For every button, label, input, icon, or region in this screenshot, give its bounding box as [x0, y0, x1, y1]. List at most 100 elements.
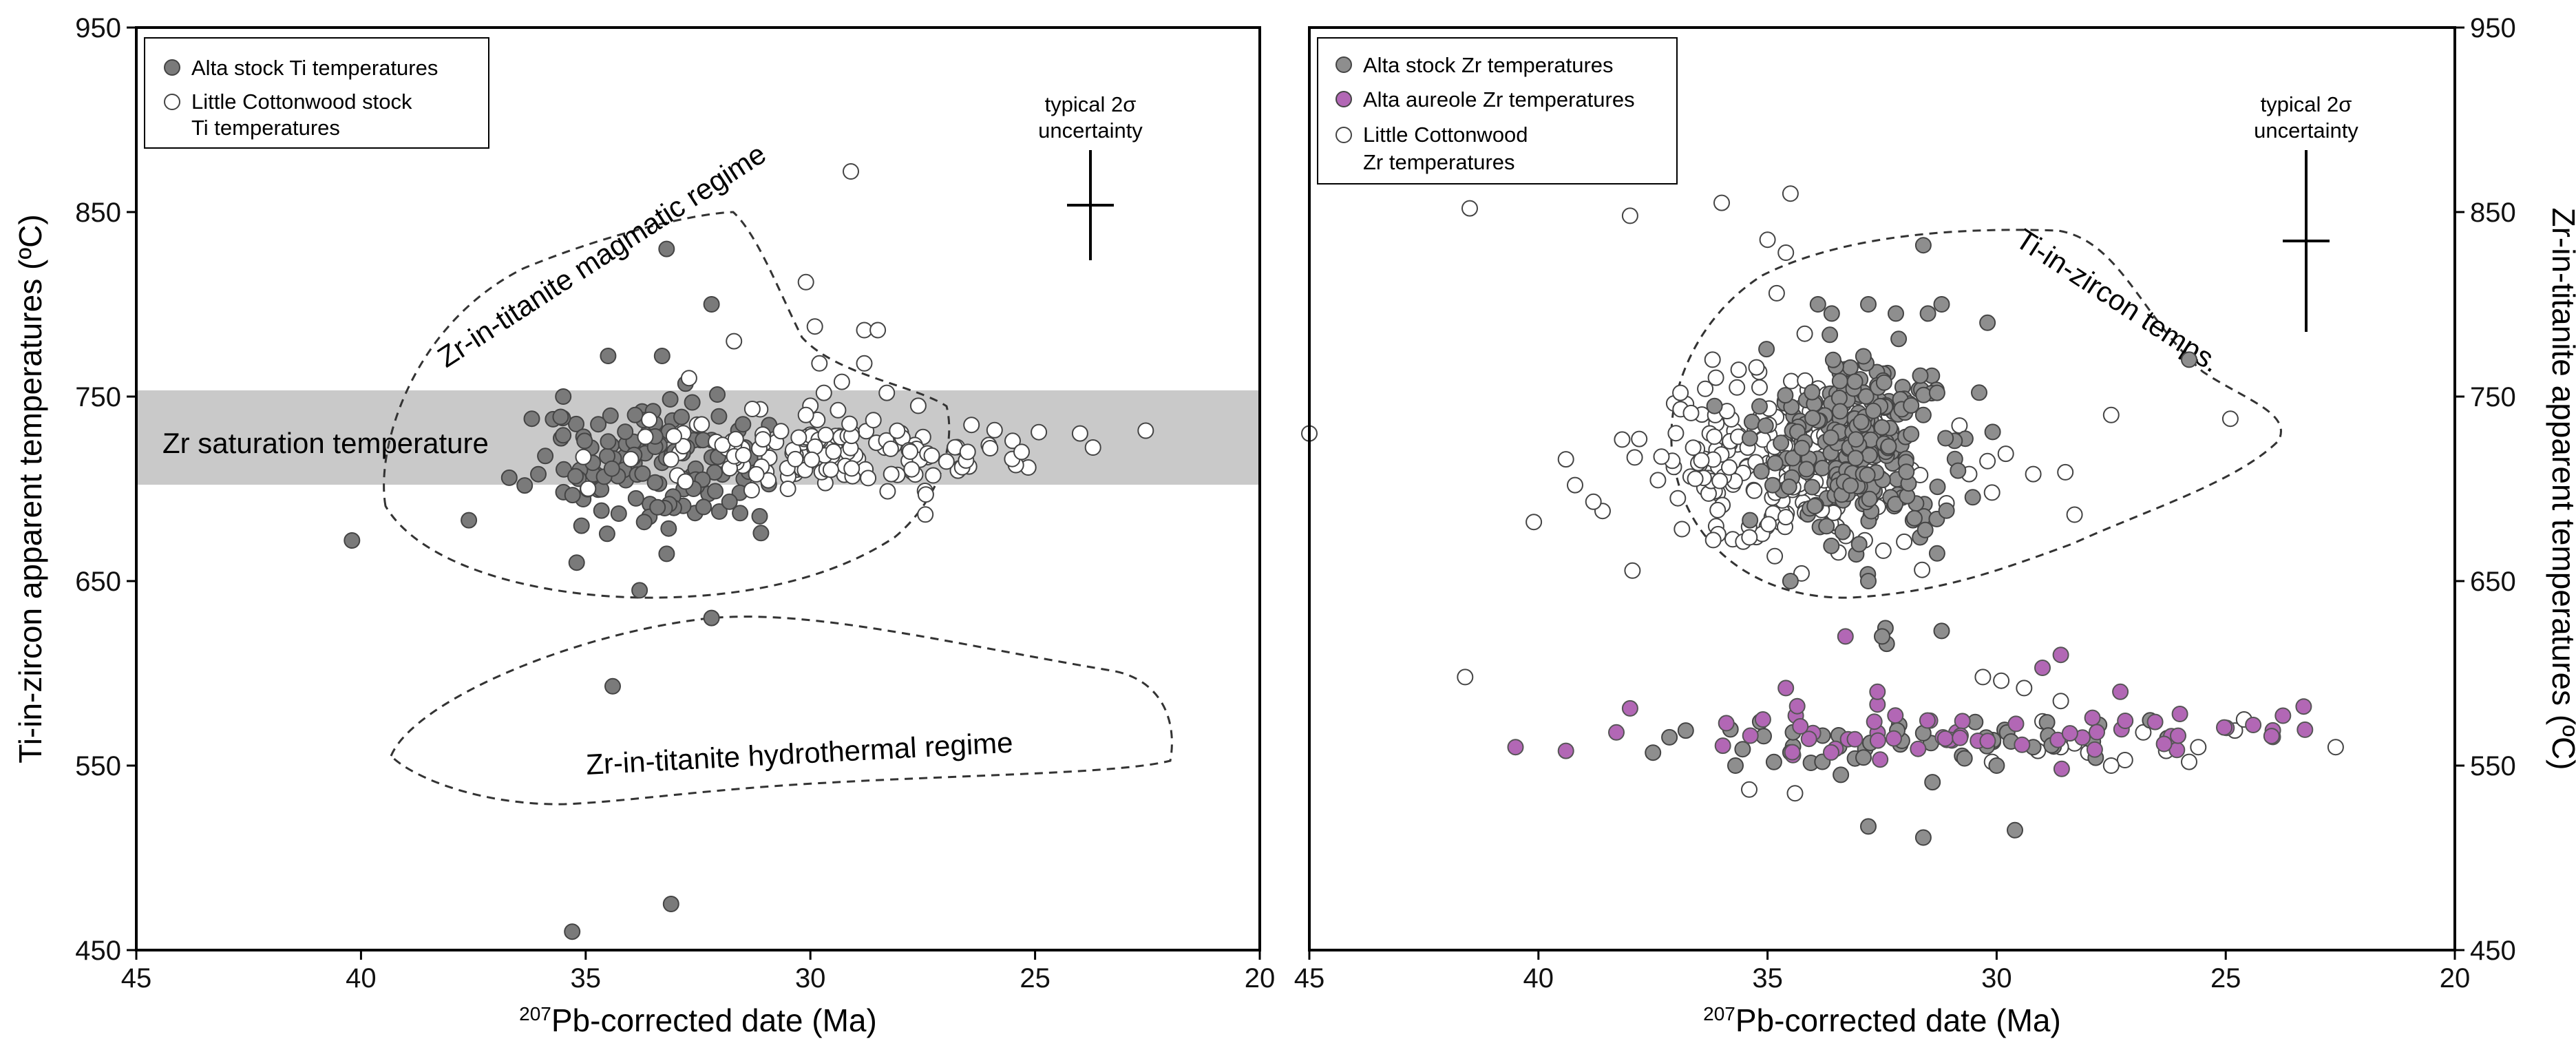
lc-zr-point — [1614, 431, 1631, 448]
alta-ti-point — [555, 388, 572, 405]
aureole-zr-point — [2086, 741, 2103, 758]
aureole-zr-point — [2216, 719, 2232, 736]
lc-ti-point — [790, 429, 807, 446]
lc-ti-point — [860, 470, 877, 487]
lc-ti-point — [938, 453, 955, 470]
lc-zr-point — [1786, 785, 1804, 802]
alta-ti-point — [610, 505, 627, 522]
alta-zr-point — [1928, 384, 1945, 401]
aureole-zr-point — [1754, 711, 1771, 728]
alta-zr-point — [1933, 296, 1950, 313]
aureole-zr-point — [1557, 742, 1574, 759]
alta-zr-point — [1857, 388, 1875, 405]
ti-in-zircon-outline — [1670, 229, 2282, 599]
lc-ti-point — [903, 461, 920, 478]
alta-ti-point — [710, 408, 728, 425]
lc-ti-point — [1137, 422, 1154, 439]
alta-ti-point — [751, 507, 768, 525]
alta-zr-point — [1928, 545, 1945, 562]
x-tick-label: 20 — [2440, 963, 2471, 993]
lc-ti-point — [923, 447, 940, 464]
lc-zr-point — [1557, 451, 1574, 468]
alta-zr-point — [1917, 521, 1934, 538]
aureole-zr-point — [2170, 727, 2186, 744]
lc-zr-point — [1682, 404, 1700, 421]
alta-zr-point — [1887, 496, 1904, 513]
aureole-zr-point — [1952, 729, 1969, 746]
lc-ti-point — [779, 481, 796, 497]
alta-zr-point — [1860, 573, 1877, 589]
lc-ti-point — [680, 370, 697, 387]
alta-zr-point — [1804, 383, 1821, 401]
aureole-zr-point — [1887, 707, 1904, 724]
lc-ti-point — [843, 163, 859, 180]
lc-ti-point — [817, 426, 834, 443]
alta-zr-point — [1855, 348, 1872, 365]
alta-zr-point — [1842, 477, 1859, 494]
aureole-zr-point — [1608, 724, 1625, 741]
aureole-zr-point — [2089, 724, 2105, 741]
legend-label-aureole-zr: Alta aureole Zr temperatures — [1363, 87, 1635, 112]
alta-zr-point — [1753, 463, 1770, 480]
lc-zr-point — [1796, 325, 1813, 342]
alta-ti-point — [617, 423, 634, 441]
alta-zr-point — [1919, 305, 1936, 322]
lc-ti-point — [743, 482, 760, 498]
lc-zr-point — [1760, 516, 1777, 533]
lc-zr-point — [1669, 490, 1687, 507]
lc-zr-point — [1457, 669, 1474, 686]
lc-zr-point — [1631, 430, 1648, 448]
alta-zr-point — [1809, 296, 1826, 313]
alta-ti-point — [568, 415, 584, 432]
x-tick-label: 35 — [1752, 963, 1783, 993]
alta-zr-point — [1806, 498, 1824, 515]
alta-zr-point — [1880, 438, 1897, 455]
alta-ti-point — [703, 609, 720, 627]
alta-zr-point — [1850, 536, 1868, 553]
lc-zr-point — [1461, 200, 1478, 217]
aureole-zr-point — [1714, 737, 1731, 755]
lc-ti-point — [665, 428, 682, 445]
lc-ti-point — [622, 450, 640, 467]
alta-zr-point — [1751, 398, 1768, 415]
alta-zr-point — [1950, 462, 1967, 479]
alta-zr-point — [1847, 450, 1864, 467]
zr-saturation-label: Zr saturation temperature — [162, 427, 489, 459]
y-tick-label: 750 — [2470, 382, 2516, 412]
alta-zr-point — [1832, 403, 1848, 420]
alta-ti-point — [344, 532, 361, 549]
y-tick-label: 650 — [75, 567, 121, 597]
lc-zr-point — [1674, 520, 1691, 538]
aureole-zr-point — [1621, 699, 1638, 717]
left-y-axis-label: Ti-in-zircon apparent temperatures (ºC) — [12, 214, 48, 763]
legend-label-alta-zr: Alta stock Zr temperatures — [1363, 53, 1614, 77]
aureole-zr-point — [1872, 751, 1889, 768]
lc-zr-point — [1706, 428, 1723, 445]
right-axis-ticks: 45 40 35 30 25 20 950 850 750 650 550 450 — [1294, 13, 2516, 993]
aureole-zr-point — [2171, 706, 2188, 722]
alta-ti-point — [564, 923, 581, 940]
alta-ti-point — [564, 487, 581, 504]
alta-ti-point — [590, 416, 607, 433]
x-tick-label: 45 — [1294, 963, 1325, 993]
aureole-zr-point — [1777, 680, 1795, 697]
alta-zr-point — [1898, 463, 1915, 481]
lc-zr-point — [1672, 384, 1689, 401]
alta-zr-point — [1777, 387, 1794, 404]
x-tick-label: 45 — [121, 963, 152, 993]
lc-zr-point — [1685, 439, 1702, 456]
aureole-zr-point — [1837, 628, 1854, 645]
alta-zr-point — [1865, 402, 1882, 419]
lc-ti-point — [865, 412, 882, 429]
lc-ti-point — [637, 428, 654, 445]
aureole-zr-point — [2146, 713, 2164, 730]
alta-zr-point — [1833, 766, 1850, 783]
aureole-zr-point — [1718, 715, 1735, 732]
lc-zr-point — [1667, 425, 1685, 442]
lc-zr-point — [1768, 284, 1785, 302]
right-uncertainty-label-1: typical 2σ — [2261, 92, 2352, 116]
alta-ti-point — [523, 410, 540, 428]
aureole-zr-point — [1886, 730, 1902, 747]
lc-zr-point — [2327, 739, 2344, 756]
alta-zr-point — [1661, 728, 1678, 746]
